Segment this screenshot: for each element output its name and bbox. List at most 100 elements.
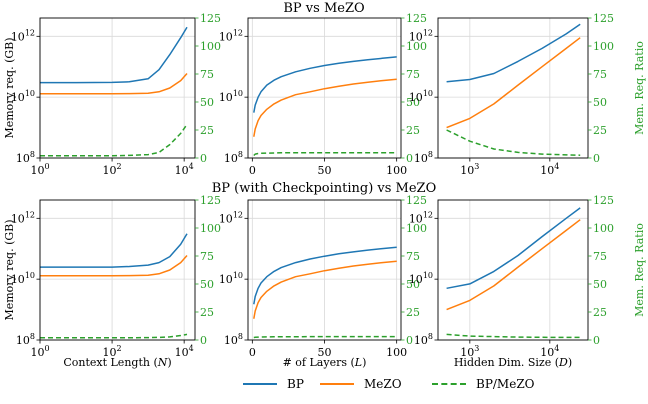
y2-tick-label: 125 (406, 12, 427, 25)
y-axis-label: Memory req. (GB) (3, 219, 16, 320)
series-line-mezo (40, 255, 188, 277)
y2-tick-label: 0 (593, 152, 600, 165)
x-tick-label: 100 (386, 164, 407, 177)
y2-tick-label: 50 (593, 278, 607, 291)
y-tick-label: 1012 (11, 210, 35, 225)
y2-tick-label: 0 (406, 334, 413, 347)
row-title-bottom: BP (with Checkpointing) vs MeZO (211, 181, 437, 196)
subplot-r0-c0: 100 102 104 108 1010 1012 0 25 50 75 100 125 Memory … (3, 12, 221, 177)
series-line-ratio (40, 123, 188, 157)
y2-tick-label: 125 (593, 194, 614, 207)
plot-frame (437, 17, 589, 159)
x-tick-label: 0 (249, 346, 256, 359)
legend-line-ratio (432, 383, 466, 385)
y-tick-label: 1012 (409, 210, 433, 225)
x-tick-label: 103 (460, 162, 479, 177)
x-tick-label: 50 (318, 164, 332, 177)
y2-tick-label: 50 (406, 96, 420, 109)
plot-frame (39, 199, 196, 341)
x-tick-label: 0 (249, 164, 256, 177)
y2-tick-label: 50 (200, 278, 214, 291)
y2-tick-label: 125 (200, 12, 221, 25)
y2-tick-label: 25 (593, 306, 607, 319)
y-tick-label: 1010 (11, 271, 35, 286)
y2-tick-label: 50 (200, 96, 214, 109)
x-tick-label: 102 (103, 344, 122, 359)
x-tick-label: 104 (175, 162, 194, 177)
y2-tick-label: 25 (200, 124, 214, 137)
y2-axis-label: Mem. Req. Ratio (633, 41, 646, 135)
y2-tick-label: 0 (200, 334, 207, 347)
y-tick-label: 1010 (409, 89, 433, 104)
y-tick-label: 1010 (219, 89, 243, 104)
series-line-ratio (446, 129, 581, 156)
series-line-bp (40, 233, 188, 268)
y2-tick-label: 25 (593, 124, 607, 137)
y2-tick-label: 75 (200, 250, 214, 263)
series-line-bp (40, 26, 188, 84)
y2-tick-label: 100 (406, 222, 427, 235)
x-tick-label: 100 (30, 344, 49, 359)
series-line-ratio (446, 333, 581, 339)
y-tick-label: 108 (414, 332, 433, 347)
y2-tick-label: 125 (406, 194, 427, 207)
y2-tick-label: 125 (200, 194, 221, 207)
plot-frame (39, 17, 196, 159)
x-tick-label: 104 (540, 162, 559, 177)
y2-tick-label: 100 (593, 40, 614, 53)
y-tick-label: 108 (224, 150, 243, 165)
legend-item-bp: BP (243, 374, 304, 394)
legend-label-mezo: MeZO (364, 377, 402, 391)
legend: BP MeZO BP/MeZO (0, 374, 648, 400)
legend-line-bp (243, 383, 277, 385)
y2-tick-label: 0 (200, 152, 207, 165)
y-tick-label: 1012 (219, 28, 243, 43)
y2-tick-label: 50 (406, 278, 420, 291)
y2-axis-label: Mem. Req. Ratio (633, 223, 646, 317)
y2-tick-label: 25 (200, 306, 214, 319)
x-tick-label: 102 (103, 162, 122, 177)
y2-tick-label: 50 (593, 96, 607, 109)
series-line-mezo (40, 73, 188, 95)
legend-line-mezo (320, 383, 354, 385)
subplot-r1-c2: 103 104 108 1010 1012 0 25 50 75 100 125 Hidden Dim… (409, 194, 646, 369)
x-tick-label: 100 (386, 346, 407, 359)
y-tick-label: 108 (16, 150, 35, 165)
y2-tick-label: 75 (406, 250, 420, 263)
subplot-r1-c1: 0 50 100 108 1010 1012 0 25 50 75 100 125 # of Layer… (219, 194, 427, 369)
y-tick-label: 1010 (11, 89, 35, 104)
y2-tick-label: 25 (406, 306, 420, 319)
series-line-mezo (253, 78, 397, 137)
y2-tick-label: 125 (593, 12, 614, 25)
y-tick-label: 1010 (219, 271, 243, 286)
series-line-mezo (446, 219, 581, 311)
y2-tick-label: 75 (200, 68, 214, 81)
y-tick-label: 108 (414, 150, 433, 165)
x-tick-label: 100 (30, 162, 49, 177)
y-tick-label: 1012 (11, 28, 35, 43)
y2-tick-label: 75 (593, 68, 607, 81)
legend-label-ratio: BP/MeZO (476, 377, 535, 391)
y-tick-label: 108 (16, 332, 35, 347)
series-line-bp (253, 246, 397, 305)
y-tick-label: 1010 (409, 271, 433, 286)
y2-tick-label: 100 (200, 40, 221, 53)
series-line-ratio (253, 151, 397, 157)
subplot-r0-c2: 103 104 108 1010 1012 0 25 50 75 100 125 Mem. Req. … (409, 12, 646, 177)
legend-item-mezo: MeZO (320, 374, 402, 394)
series-line-ratio (40, 333, 188, 339)
series-line-bp (446, 23, 581, 83)
legend-item-ratio: BP/MeZO (432, 374, 535, 394)
y-tick-label: 108 (224, 332, 243, 347)
y2-tick-label: 75 (406, 68, 420, 81)
x-axis-label: # of Layers (L) (283, 356, 367, 369)
x-tick-label: 104 (175, 344, 194, 359)
series-line-mezo (253, 260, 397, 319)
subplot-r1-c0: 100 102 104 108 1010 1012 0 25 50 75 100 125 Context… (3, 194, 221, 369)
x-tick-label: 103 (460, 344, 479, 359)
y2-tick-label: 0 (406, 152, 413, 165)
series-line-bp (446, 207, 581, 290)
y2-tick-label: 100 (406, 40, 427, 53)
y2-tick-label: 25 (406, 124, 420, 137)
